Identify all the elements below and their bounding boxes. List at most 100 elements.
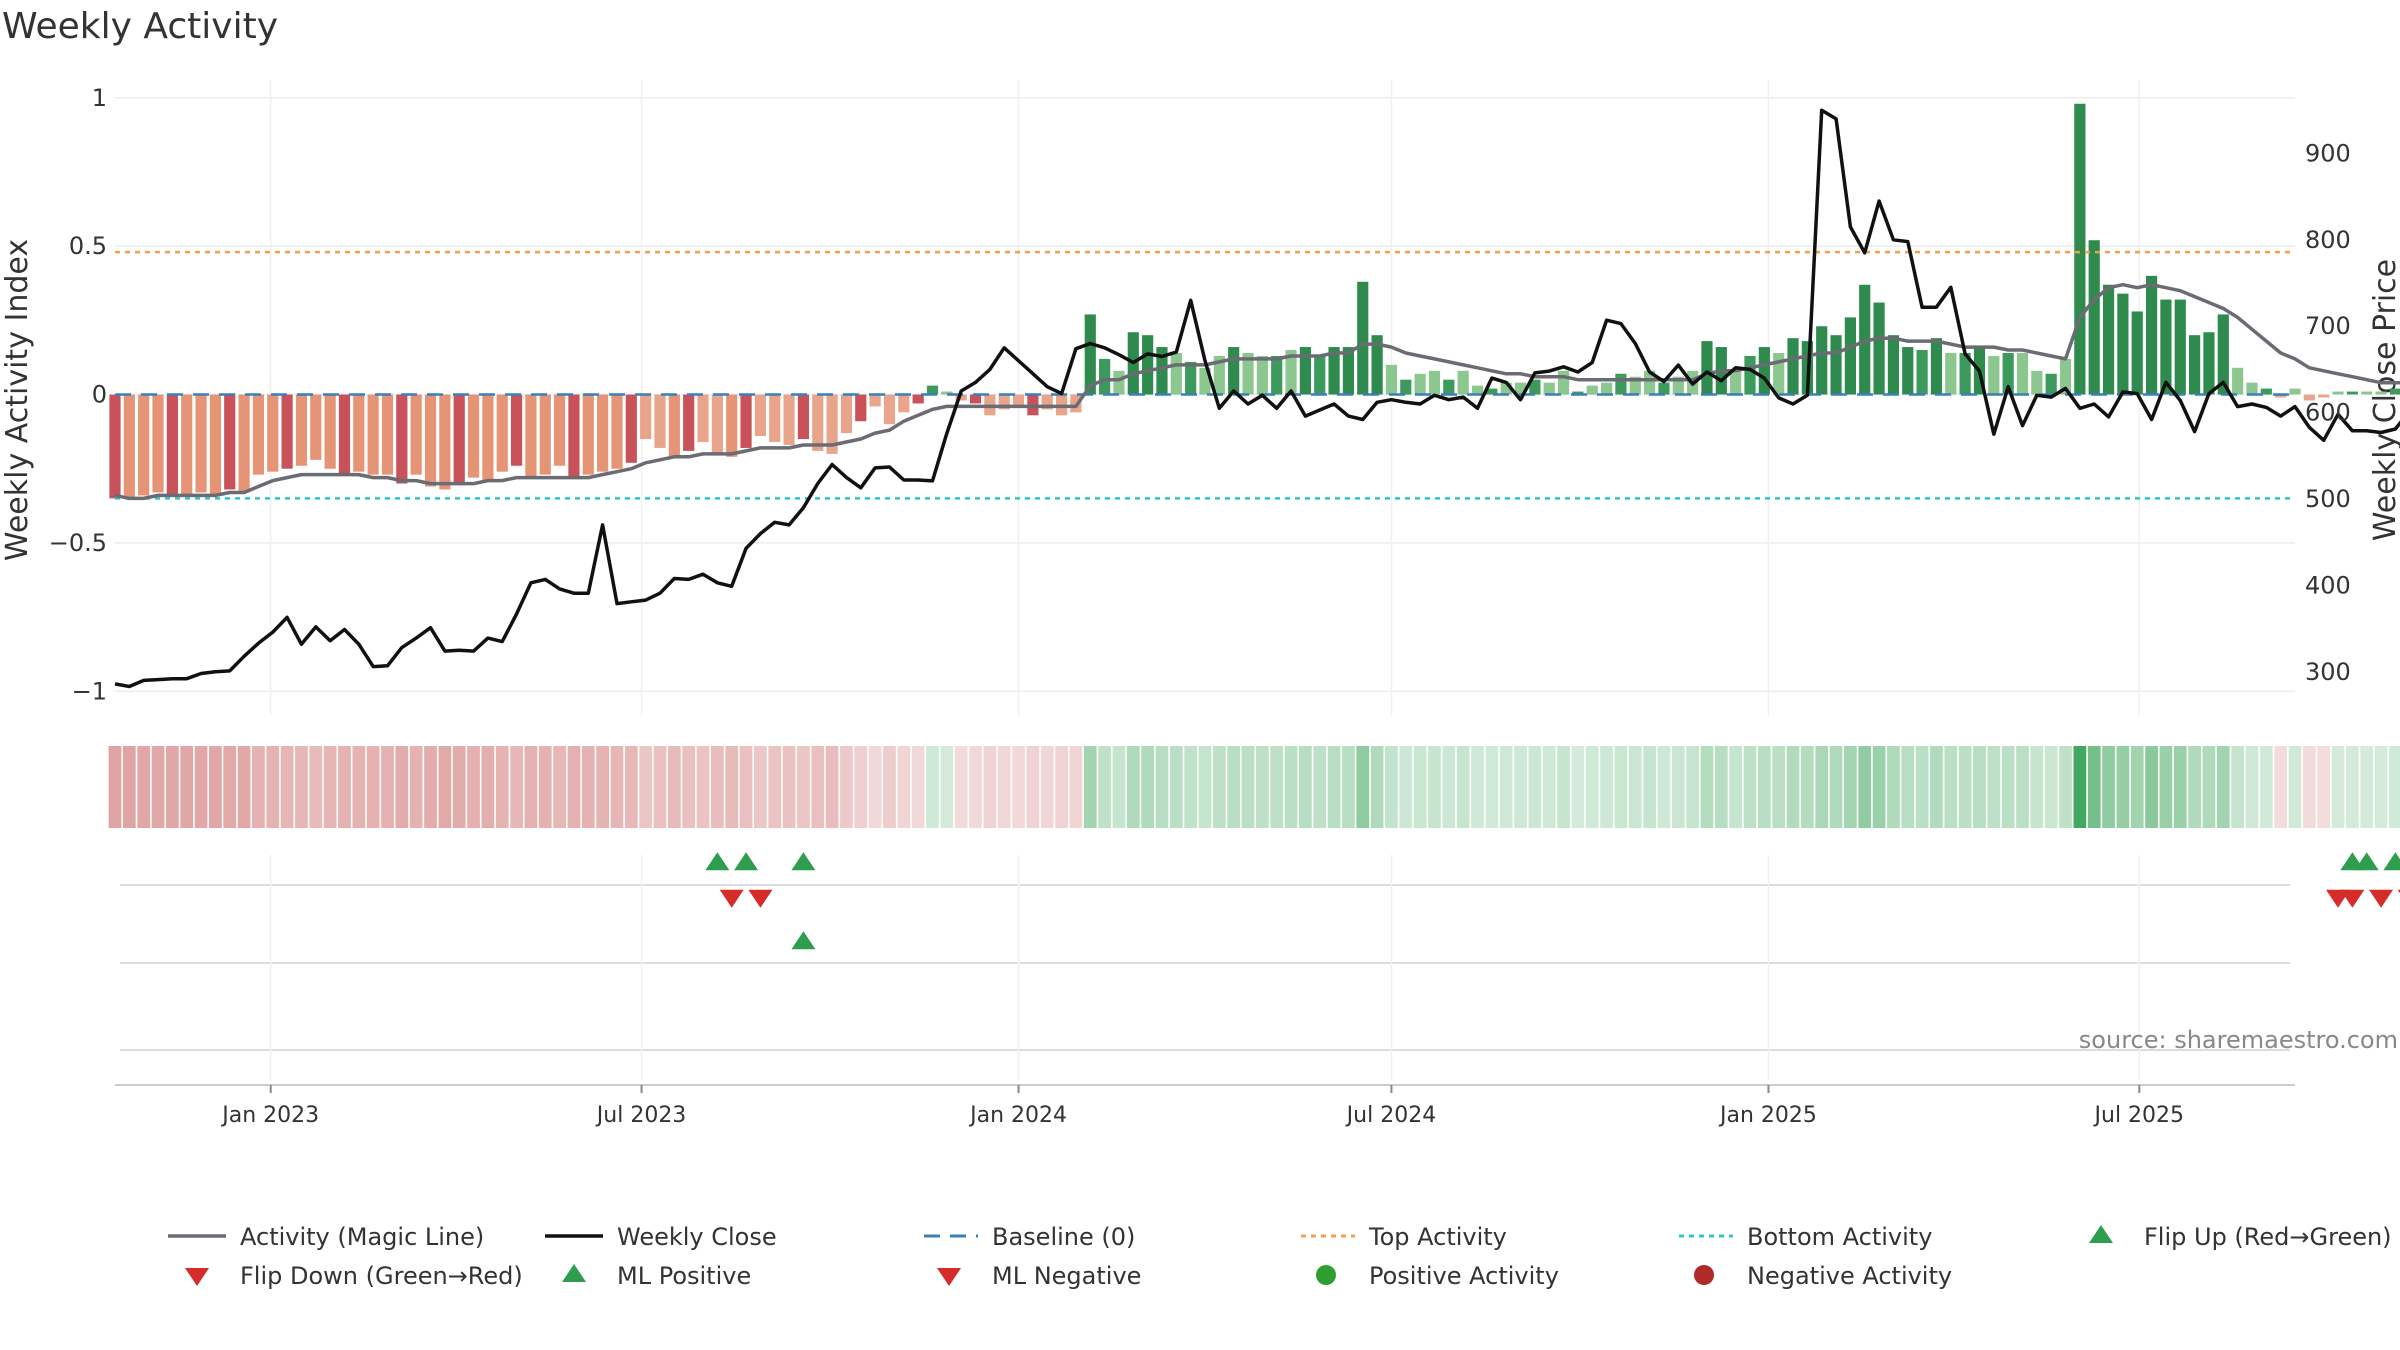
strip-cell xyxy=(754,746,767,828)
strip-cell xyxy=(223,746,237,828)
strip-cell xyxy=(840,746,853,828)
strip-cell xyxy=(2016,746,2029,828)
activity-bar xyxy=(166,394,178,496)
left-axis-ticks: 1 0.5 0 −0.5 −1 xyxy=(49,84,107,705)
strip-cell xyxy=(323,746,337,828)
legend-label: ML Positive xyxy=(617,1262,751,1290)
strip-cell xyxy=(2102,746,2115,828)
activity-bar xyxy=(1170,352,1182,395)
activity-bar xyxy=(410,394,422,475)
strip-cell xyxy=(352,746,366,828)
activity-bar xyxy=(1543,382,1555,395)
activity-bar xyxy=(310,394,322,460)
activity-bar xyxy=(2189,335,2201,395)
flip-down-marker xyxy=(2397,889,2400,894)
activity-bar xyxy=(1500,382,1512,395)
activity-bar xyxy=(2031,370,2043,395)
weekly-close-line xyxy=(114,108,2400,689)
strip-cell xyxy=(252,746,265,828)
strip-cell xyxy=(1600,746,1613,828)
legend-swatch xyxy=(562,1264,586,1282)
activity-bar xyxy=(1142,335,1154,395)
strip-cell xyxy=(237,746,251,828)
activity-bar xyxy=(554,394,566,466)
strip-cell xyxy=(1413,746,1427,828)
x-tick-label: Jul 2023 xyxy=(595,1103,687,1128)
activity-bar xyxy=(1012,394,1025,407)
activity-bar xyxy=(152,394,164,493)
activity-bar xyxy=(726,394,738,457)
activity-bar xyxy=(2289,388,2301,395)
right-tick-label: 900 xyxy=(2305,139,2351,167)
right-tick-label: 300 xyxy=(2305,658,2351,686)
x-tick-label: Jan 2025 xyxy=(1718,1103,1817,1128)
activity-bar xyxy=(1457,370,1469,395)
activity-bar xyxy=(883,394,896,425)
activity-bar xyxy=(740,394,752,448)
strip-cell xyxy=(280,746,294,828)
activity-bar xyxy=(2275,394,2287,398)
strip-cell xyxy=(510,746,523,828)
activity-bar xyxy=(855,394,867,422)
flip-up-marker xyxy=(734,852,759,871)
left-tick-label: 1 xyxy=(92,84,107,112)
activity-bar xyxy=(1600,382,1613,395)
strip-cell xyxy=(2159,746,2173,828)
activity-bar xyxy=(2389,388,2400,395)
activity-bar xyxy=(1256,355,1268,395)
activity-bar xyxy=(367,394,379,475)
strip-cell xyxy=(122,746,136,828)
strip-cell xyxy=(1083,746,1097,828)
strip-cell xyxy=(452,746,466,828)
activity-bar xyxy=(840,394,853,434)
activity-bar xyxy=(1271,355,1283,395)
strip-cell xyxy=(108,746,122,828)
strip-cell xyxy=(811,746,825,828)
activity-bar xyxy=(1730,370,1742,395)
strip-cell xyxy=(2389,746,2400,828)
right-tick-label: 600 xyxy=(2305,399,2351,427)
strip-cell xyxy=(1571,746,1585,828)
strip-cell xyxy=(1370,746,1384,828)
strip-cell xyxy=(1829,746,1843,828)
strip-cell xyxy=(883,746,896,828)
strip-cell xyxy=(969,746,982,828)
strip-cell xyxy=(1514,746,1527,828)
legend-label: Flip Down (Green→Red) xyxy=(240,1262,523,1290)
strip-cell xyxy=(538,746,552,828)
strip-cell xyxy=(897,746,911,828)
strip-cell xyxy=(997,746,1011,828)
strip-cell xyxy=(1155,746,1169,828)
strip-cell xyxy=(1800,746,1814,828)
activity-bar xyxy=(467,394,480,478)
activity-bar xyxy=(2332,391,2344,395)
activity-bar xyxy=(2375,391,2387,395)
strip-cell xyxy=(710,746,724,828)
strip-cell xyxy=(581,746,595,828)
legend-label: Baseline (0) xyxy=(992,1223,1135,1251)
activity-bar xyxy=(568,394,580,478)
legend-item: Bottom Activity xyxy=(1679,1223,1932,1251)
strip-cell xyxy=(1944,746,1958,828)
right-axis-label: Weekly Close Price xyxy=(2368,259,2400,541)
activity-bar xyxy=(281,394,293,469)
legend-item: Positive Activity xyxy=(1316,1262,1559,1290)
strip-cell xyxy=(1671,746,1685,828)
activity-bar xyxy=(1658,382,1670,395)
activity-bar xyxy=(769,394,781,443)
strip-cell xyxy=(2145,746,2158,828)
activity-bar xyxy=(1773,352,1785,395)
strip-cell xyxy=(467,746,480,828)
legend-item: Weekly Close xyxy=(545,1223,777,1251)
strip-cell xyxy=(165,746,179,828)
strip-cell xyxy=(2302,746,2316,828)
strip-cell xyxy=(1112,746,1126,828)
activity-bar xyxy=(597,394,609,472)
strip-cell xyxy=(2173,746,2187,828)
activity-bar xyxy=(1314,355,1326,395)
strip-cell xyxy=(2116,746,2130,828)
strip-cell xyxy=(495,746,509,828)
strip-cell xyxy=(1442,746,1456,828)
legend-label: Flip Up (Red→Green) xyxy=(2144,1223,2392,1251)
strip-cell xyxy=(1055,746,1068,828)
